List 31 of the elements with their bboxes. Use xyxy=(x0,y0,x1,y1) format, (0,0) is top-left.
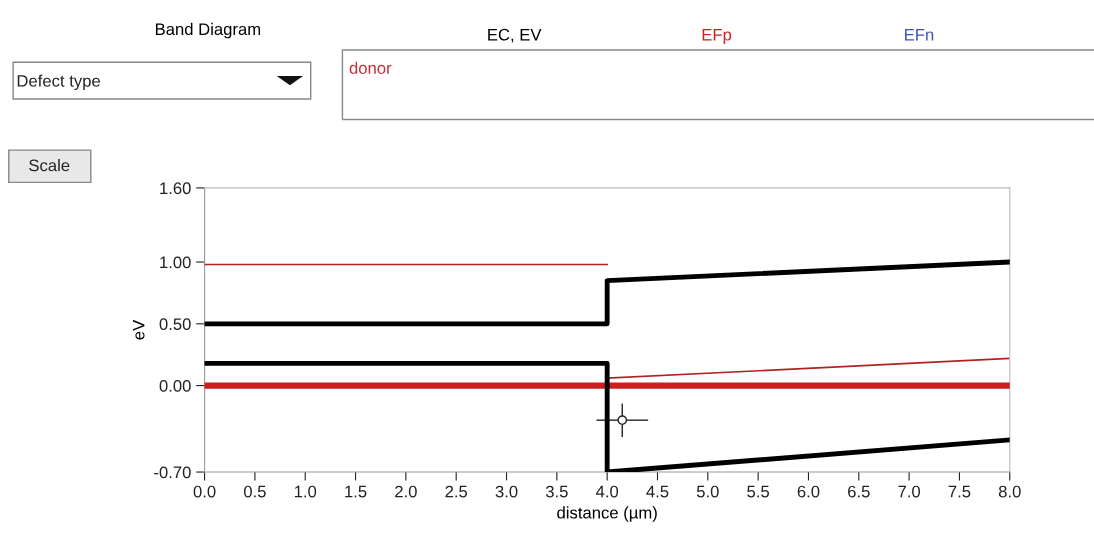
x-axis-title: distance (µm) xyxy=(557,506,657,522)
x-tick-label: 5.5 xyxy=(747,485,770,498)
x-tick-label: 4.5 xyxy=(646,485,669,498)
y-tick-label: -0.70 xyxy=(154,466,191,479)
text: EC, EV xyxy=(488,28,542,43)
x-tick-label: 7.0 xyxy=(898,485,921,498)
text: Scale xyxy=(29,159,70,172)
y-tick-label: 0.50 xyxy=(159,318,191,331)
chart-title: Band Diagram xyxy=(155,22,261,39)
x-tick-label: 1.0 xyxy=(294,485,317,498)
x-tick-label: 0.0 xyxy=(193,485,216,498)
x-tick-label: 4.0 xyxy=(595,485,619,498)
legend-label: EFn xyxy=(905,28,934,41)
text: EFp xyxy=(702,28,732,44)
x-tick-label: 2.5 xyxy=(445,485,468,498)
y-axis-title: eV xyxy=(132,319,145,340)
y-tick-label: 0.00 xyxy=(159,379,191,392)
x-tick-label: 3.5 xyxy=(545,485,568,498)
y-tick-label: 1.60 xyxy=(160,182,191,195)
x-tick-label: 5.0 xyxy=(696,485,719,498)
x-tick-label: 6.0 xyxy=(797,485,820,498)
x-tick-label: 6.5 xyxy=(848,485,870,498)
x-tick-label: 7.5 xyxy=(948,485,971,498)
x-tick-label: 2.0 xyxy=(395,485,417,498)
y-tick-label: 1.00 xyxy=(160,256,191,269)
text: donor xyxy=(349,61,392,74)
x-tick-label: 8.0 xyxy=(998,485,1021,498)
x-tick-label: 1.5 xyxy=(345,485,367,498)
x-tick-label: 0.5 xyxy=(243,485,266,498)
text: Defect type xyxy=(17,74,100,91)
x-tick-label: 3.0 xyxy=(495,485,518,498)
